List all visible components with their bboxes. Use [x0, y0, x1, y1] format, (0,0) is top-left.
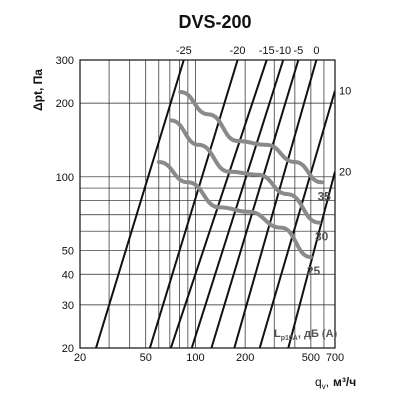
system-line-label: 20	[339, 167, 351, 179]
system-line-label: 0	[313, 45, 319, 57]
plot-frame	[79, 59, 336, 349]
fan-curve-label: 25	[307, 264, 321, 278]
lp-suffix: , дБ (A)	[298, 328, 338, 340]
fan-curve	[178, 90, 324, 185]
y-tick-label: 100	[56, 172, 74, 184]
system-line-label: -10	[275, 45, 291, 57]
y-tick-label: 200	[56, 98, 74, 110]
fan-curves	[156, 90, 324, 260]
chart-title: DVS-200	[178, 12, 251, 32]
system-line-label: -25	[176, 45, 192, 57]
y-tick-label: 40	[62, 269, 74, 281]
y-tick-label: 30	[62, 300, 74, 312]
x-axis-label-main: q	[315, 375, 322, 389]
system-line	[190, 60, 285, 348]
system-line	[287, 171, 335, 348]
system-line	[210, 60, 300, 348]
y-tick-label: 20	[62, 343, 74, 355]
x-tick-label: 700	[326, 352, 344, 364]
system-lines	[95, 60, 335, 348]
lp-sub: p10A	[281, 335, 298, 342]
x-tick-label: 50	[140, 352, 152, 364]
fan-curve-label: 35	[318, 189, 332, 203]
system-line	[169, 60, 268, 348]
system-line-label: 10	[339, 86, 351, 98]
system-line-label: -20	[230, 45, 246, 57]
system-line	[258, 90, 335, 348]
y-axis-label: Δpt, Па	[31, 69, 45, 111]
tick-labels: -25 -20 -15 -10 -5 0 10 20 35 30 25 20 50 100 200 500 70…	[56, 45, 352, 364]
system-line	[95, 60, 185, 348]
lp-main: L	[274, 328, 281, 340]
grid	[79, 59, 336, 349]
y-tick-label: 50	[62, 246, 74, 258]
x-axis-label-sep: ,	[326, 375, 329, 389]
system-line-label: -5	[293, 45, 303, 57]
x-tick-label: 200	[236, 352, 254, 364]
x-tick-label: 500	[302, 352, 320, 364]
x-tick-label: 20	[74, 352, 86, 364]
x-tick-label: 100	[186, 352, 204, 364]
x-axis-label-unit: м³/ч	[333, 375, 356, 389]
y-tick-label: 300	[56, 55, 74, 67]
system-line	[148, 60, 239, 348]
fan-curve	[168, 118, 321, 225]
lp-annotation: Lp10A, дБ (A)	[274, 328, 338, 342]
x-axis-label-sub: v	[322, 382, 326, 391]
x-axis-label: qv, м³/ч	[315, 375, 356, 391]
system-line-label: -15	[259, 45, 275, 57]
fan-curve-label: 30	[315, 230, 329, 244]
system-line	[233, 60, 318, 348]
fan-curve	[156, 159, 313, 260]
